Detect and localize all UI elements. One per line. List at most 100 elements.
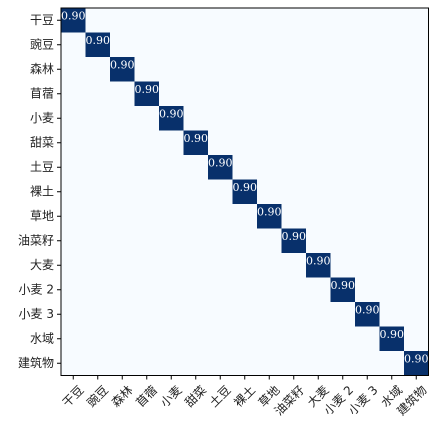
y-tick-label: 大麦 — [30, 258, 54, 272]
heatmap-cell — [208, 277, 233, 303]
heatmap-cell — [110, 204, 135, 229]
heatmap-cell — [232, 130, 258, 156]
heatmap-cell — [404, 106, 429, 131]
heatmap-cell — [85, 8, 111, 33]
heatmap-cell — [232, 155, 258, 180]
heatmap-cell — [257, 106, 282, 131]
heatmap-cell — [85, 204, 111, 229]
y-tick-label: 甜菜 — [30, 135, 54, 149]
heatmap-cell — [355, 253, 380, 278]
heatmap-cell — [110, 57, 135, 82]
heatmap-cell — [306, 8, 331, 33]
heatmap-cell — [61, 155, 86, 180]
heatmap-cell — [379, 57, 405, 82]
heatmap-cell — [404, 277, 429, 303]
heatmap-cell — [330, 204, 356, 229]
heatmap-cell — [330, 277, 356, 303]
heatmap-cell — [183, 81, 209, 107]
heatmap-cell — [61, 57, 86, 82]
heatmap-cell — [281, 253, 307, 278]
heatmap-cell — [404, 81, 429, 107]
heatmap-cell — [379, 302, 405, 327]
heatmap-cell — [61, 204, 86, 229]
heatmap-cell — [183, 351, 209, 376]
heatmap-cell — [159, 32, 184, 58]
heatmap-cell — [61, 106, 86, 131]
heatmap-cell — [404, 326, 429, 352]
heatmap-cell — [85, 302, 111, 327]
x-tick-label: 干豆 — [60, 383, 87, 410]
heatmap-cell — [355, 277, 380, 303]
heatmap-cell — [330, 130, 356, 156]
heatmap-cell — [257, 32, 282, 58]
heatmap-cell — [232, 228, 258, 254]
heatmap-cell — [208, 57, 233, 82]
heatmap-cell — [159, 302, 184, 327]
x-tick-label: 豌豆 — [84, 382, 112, 410]
heatmap-cell — [159, 351, 184, 376]
heatmap-cell — [379, 228, 405, 254]
heatmap-cell — [404, 302, 429, 327]
heatmap-cell — [281, 81, 307, 107]
y-tick-label: 裸土 — [30, 183, 54, 198]
heatmap-cell — [85, 130, 111, 156]
heatmap-cell — [379, 253, 405, 278]
y-tick-label: 苜蓿 — [30, 86, 54, 100]
heatmap-cell — [355, 228, 380, 254]
heatmap-cell — [379, 8, 405, 33]
y-tick-label: 小麦 3 — [19, 307, 54, 321]
heatmap-cell — [183, 57, 209, 82]
heatmap-cell — [281, 130, 307, 156]
heatmap-cell — [159, 204, 184, 229]
y-tick-label: 油菜籽 — [18, 233, 54, 247]
y-tick-label: 豌豆 — [30, 36, 54, 51]
heatmap-cell — [257, 253, 282, 278]
heatmap-cell — [134, 179, 160, 205]
y-tick-label: 草地 — [30, 209, 54, 223]
heatmap-cell — [134, 32, 160, 58]
cell-value-label: 0.90 — [257, 205, 282, 218]
heatmap-cell — [404, 155, 429, 180]
heatmap-cell — [404, 253, 429, 278]
heatmap-cell — [110, 351, 135, 376]
heatmap-cell — [110, 81, 135, 107]
heatmap-cell — [306, 155, 331, 180]
heatmap-cell — [183, 204, 209, 229]
heatmap-cell — [232, 326, 258, 352]
heatmap-cell — [208, 228, 233, 254]
heatmap-cell — [232, 179, 258, 205]
heatmap-cell — [281, 351, 307, 376]
heatmap-cell — [85, 253, 111, 278]
heatmap-cell — [183, 302, 209, 327]
heatmap-cell — [208, 32, 233, 58]
heatmap-cell — [159, 277, 184, 303]
heatmap-cell — [257, 326, 282, 352]
heatmap-cell — [134, 155, 160, 180]
cell-value-label: 0.90 — [404, 352, 429, 365]
heatmap-cell — [281, 32, 307, 58]
heatmap-cell — [330, 81, 356, 107]
heatmap-cell — [208, 130, 233, 156]
heatmap-cell — [85, 57, 111, 82]
heatmap-cell — [110, 32, 135, 58]
heatmap-cell — [379, 351, 405, 376]
heatmap-cell — [404, 130, 429, 156]
heatmap-cell — [159, 155, 184, 180]
heatmap-cell — [281, 228, 307, 254]
heatmap-cell — [379, 277, 405, 303]
heatmap-cell — [85, 179, 111, 205]
heatmap-cell — [159, 179, 184, 205]
heatmap-cell — [257, 81, 282, 107]
heatmap-cell — [257, 179, 282, 205]
heatmap-cell — [306, 277, 331, 303]
heatmap-cell — [232, 32, 258, 58]
heatmap-cell — [183, 179, 209, 205]
heatmap-cell — [183, 228, 209, 254]
heatmap-cell — [208, 302, 233, 327]
heatmap-cell — [159, 253, 184, 278]
cell-value-label: 0.90 — [331, 279, 356, 292]
heatmap-cell — [330, 155, 356, 180]
cell-value-label: 0.90 — [61, 9, 86, 22]
